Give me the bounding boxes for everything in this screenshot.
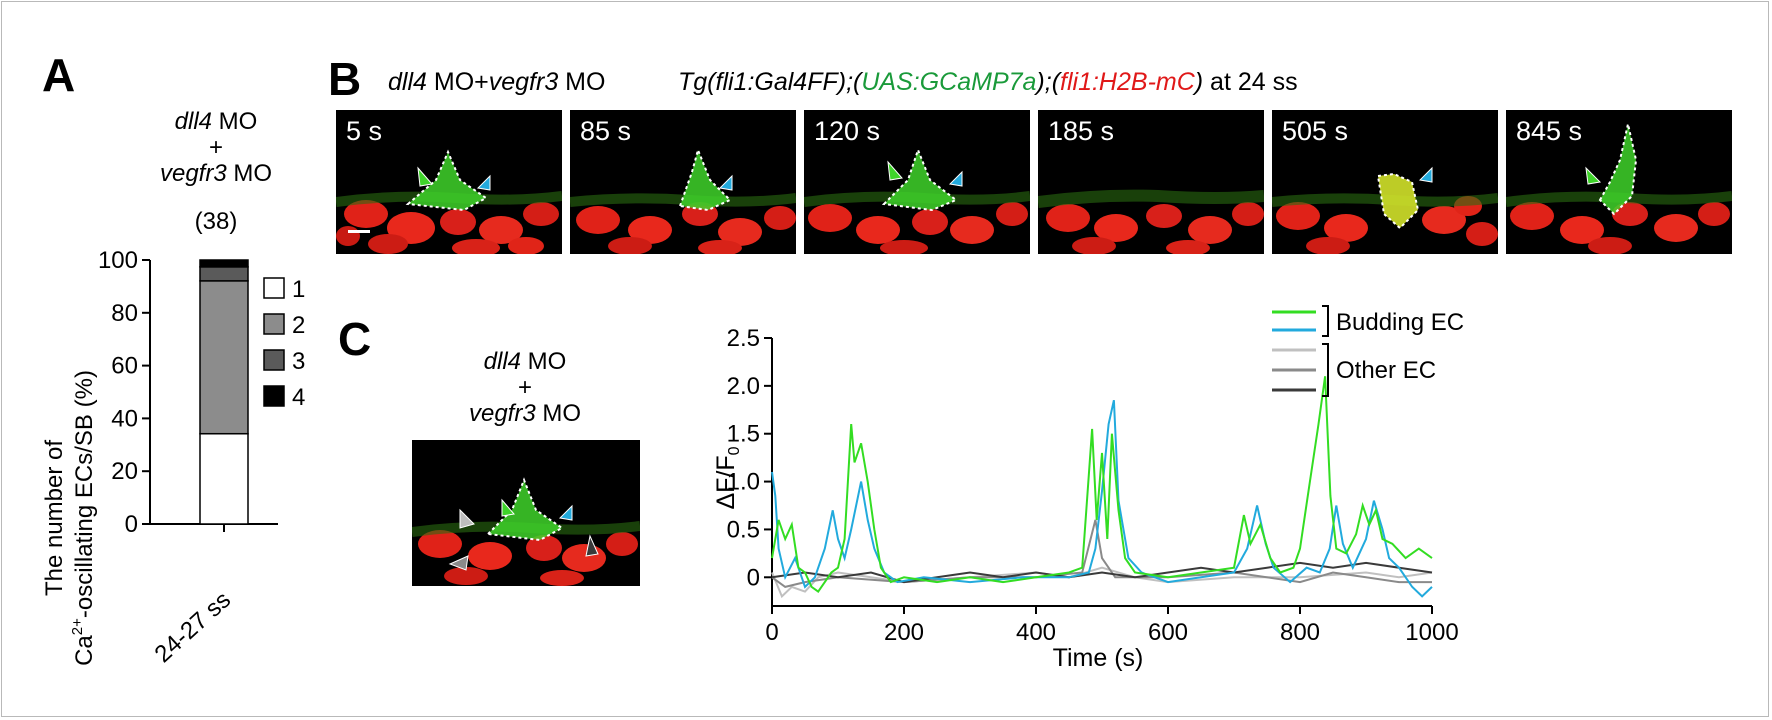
legend-swatch-3 xyxy=(263,349,285,371)
y-tick-label: 1.5 xyxy=(727,421,760,448)
trace-line-other-ec-3 xyxy=(771,519,1432,588)
panel-a-header-line1: dll4 MO xyxy=(174,108,258,135)
y-tick-label: 60 xyxy=(111,353,138,380)
y-axis-title: ΔF/F0 xyxy=(712,446,743,509)
panel-a-sample-count: (38) xyxy=(194,208,238,235)
micrograph-roi-frame xyxy=(412,440,640,586)
x-tick-label: 400 xyxy=(1016,619,1056,646)
x-tick-label: 200 xyxy=(884,619,924,646)
y-tick-label: 0.5 xyxy=(727,516,760,543)
bar-segment-2 xyxy=(199,280,249,435)
panel-b-condition-title: dll4 MO+vegfr3 MO xyxy=(388,68,606,96)
micrograph-image xyxy=(570,146,796,254)
micrograph-frame-2: 85 s xyxy=(570,110,796,254)
frame-time-label: 120 s xyxy=(814,116,881,146)
frame-time-label: 505 s xyxy=(1282,116,1349,146)
legend-label-2: 2 xyxy=(292,312,305,339)
x-axis-title: Time (s) xyxy=(1053,644,1144,672)
y-tick-label: 1.0 xyxy=(727,469,760,496)
panel-label-b: B xyxy=(328,53,362,105)
micrograph-image xyxy=(1506,123,1732,254)
panel-c-condition-line1: dll4 MO xyxy=(483,348,567,375)
frame-time-label: 5 s xyxy=(346,116,383,146)
panel-c-condition-line3: vegfr3 MO xyxy=(468,400,582,427)
legend-label-3: 3 xyxy=(292,348,305,375)
legend-bracket xyxy=(1322,305,1329,337)
y-tick-label: 20 xyxy=(111,458,138,485)
y-axis-title-line1: The number of xyxy=(41,440,68,596)
bar-segment-1 xyxy=(199,432,249,525)
y-axis: 0 20 40 60 80 100 xyxy=(98,247,278,538)
legend-bracket xyxy=(1322,343,1329,397)
chart-legend: Budding EC Other EC xyxy=(1272,305,1464,397)
micrograph-image xyxy=(1272,166,1498,254)
trace-line-budding-ec-1 xyxy=(771,399,1433,598)
legend-swatch-2 xyxy=(263,313,285,335)
legend-swatch-4 xyxy=(263,385,285,407)
micrograph-frame-3: 120 s xyxy=(804,110,1030,254)
y-axis-title: The number of Ca2+-oscillating ECs/SB (%… xyxy=(41,370,98,666)
y-tick-label: 2.5 xyxy=(727,325,760,352)
axes: 0 0.5 1.0 1.5 2.0 2.5 0 200 400 600 800 1000 xyxy=(727,325,1459,646)
panel-b-transgene-title: Tg(fli1:Gal4FF);(UAS:GCaMP7a);(fli1:H2B-… xyxy=(678,68,1298,96)
micrograph-frame-4: 185 s xyxy=(1038,110,1264,254)
calcium-trace-chart: 0 0.5 1.0 1.5 2.0 2.5 0 200 400 600 800 1000 Buddin… xyxy=(712,305,1464,672)
series-lines xyxy=(771,376,1433,599)
panel-label-c: C xyxy=(338,313,372,365)
y-tick-label: 40 xyxy=(111,405,138,432)
x-tick-label: 1000 xyxy=(1405,619,1458,646)
legend-label-budding-ec: Budding EC xyxy=(1336,309,1464,336)
chart-legend: 1 2 3 4 xyxy=(263,276,305,411)
panel-c-condition-plus: + xyxy=(517,374,532,401)
micrograph-image xyxy=(412,477,640,586)
y-tick-label: 0 xyxy=(747,564,760,591)
panel-a-header-plus: + xyxy=(208,134,223,161)
frame-time-label: 185 s xyxy=(1048,116,1115,146)
bar-stack xyxy=(199,259,249,525)
stacked-bar-chart: 0 20 40 60 80 100 1 2 3 4 24-27 ss The number of… xyxy=(41,247,305,668)
y-axis-title-text: ΔF/F0 xyxy=(712,446,743,509)
panel-label-a: A xyxy=(42,49,76,101)
x-tick-label: 24-27 ss xyxy=(150,586,236,668)
legend-label-4: 4 xyxy=(292,384,305,411)
bar-segment-4 xyxy=(199,259,249,268)
micrograph-image xyxy=(1038,189,1264,254)
micrograph-frame-5: 505 s xyxy=(1272,110,1498,254)
x-tick-label: 800 xyxy=(1280,619,1320,646)
y-tick-label: 80 xyxy=(111,300,138,327)
legend-label-other-ec: Other EC xyxy=(1336,357,1436,384)
y-axis-title-line2: Ca2+-oscillating ECs/SB (%) xyxy=(69,370,98,666)
y-tick-label: 0 xyxy=(125,511,138,538)
micrograph-frame-1: 5 s xyxy=(336,110,562,254)
x-tick-label: 0 xyxy=(765,619,778,646)
y-tick-label: 100 xyxy=(98,247,138,274)
legend-label-1: 1 xyxy=(292,276,305,303)
frame-time-label: 845 s xyxy=(1516,116,1583,146)
frame-time-label: 85 s xyxy=(580,116,632,146)
micrograph-frame-6: 845 s xyxy=(1506,110,1732,254)
micrograph-image xyxy=(804,147,1030,254)
legend-swatch-1 xyxy=(263,277,285,299)
micrograph-image xyxy=(336,149,562,254)
trace-line-budding-ec-0 xyxy=(771,376,1433,594)
bar-segment-3 xyxy=(199,266,249,282)
x-tick-label: 600 xyxy=(1148,619,1188,646)
y-tick-label: 2.0 xyxy=(727,373,760,400)
panel-a-header-line3: vegfr3 MO xyxy=(159,160,273,187)
